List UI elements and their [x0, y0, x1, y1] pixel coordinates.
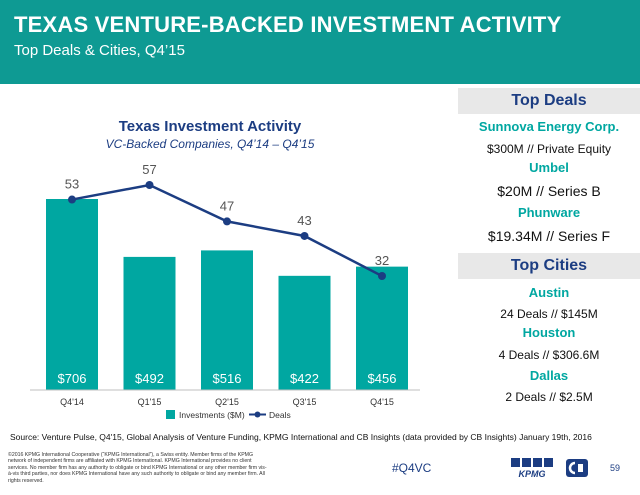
header-banner: TEXAS VENTURE-BACKED INVESTMENT ACTIVITY…	[0, 0, 640, 84]
deal-name: Phunware	[517, 205, 581, 220]
legend-deals-marker	[254, 411, 261, 418]
deal-name: Umbel	[529, 160, 569, 175]
investment-chart: $706 Q4'14 $492 Q1'15 $516 Q2'15 $422 Q3'15 $456…	[30, 162, 420, 420]
kpmg-logo: KPMG	[511, 458, 553, 479]
x-tick-label: Q4'15	[370, 397, 394, 407]
bar-value-label: $492	[135, 371, 164, 386]
investment-bar	[356, 266, 408, 390]
cb-insights-logo	[566, 459, 588, 477]
deals-point	[378, 272, 386, 280]
deal-name: Sunnova Energy Corp.	[478, 119, 620, 134]
deal-detail: $19.34M // Series F	[487, 228, 611, 244]
investment-bar	[123, 256, 176, 390]
deals-value-label: 43	[297, 213, 311, 228]
bar-value-label: $516	[213, 371, 242, 386]
page-subtitle: Top Deals & Cities, Q4’15	[14, 42, 185, 59]
top-cities-heading: Top Cities	[458, 253, 640, 279]
deals-value-label: 47	[220, 198, 234, 213]
city-name: Dallas	[529, 368, 569, 383]
city-detail: 24 Deals // $145M	[500, 307, 598, 321]
page-title: TEXAS VENTURE-BACKED INVESTMENT ACTIVITY	[14, 12, 562, 37]
bar-value-label: $706	[58, 371, 87, 386]
city-detail: 4 Deals // $306.6M	[498, 348, 600, 362]
deals-point	[145, 181, 154, 189]
city-name: Houston	[522, 325, 576, 340]
hashtag-label: #Q4VC	[392, 461, 432, 475]
x-tick-label: Q4'14	[60, 397, 84, 407]
x-tick-label: Q2'15	[215, 397, 239, 407]
deals-value-label: 53	[65, 177, 79, 192]
deals-value-label: 32	[375, 253, 389, 268]
chart-subtitle: VC-Backed Companies, Q4’14 – Q4’15	[105, 137, 315, 151]
chart-title: Texas Investment Activity	[118, 118, 302, 135]
investment-bar	[278, 275, 331, 390]
copyright-notice: ©2016 KPMG International Cooperative (“K…	[8, 452, 267, 484]
city-name: Austin	[528, 285, 570, 300]
x-tick-label: Q1'15	[138, 397, 162, 407]
deal-detail: $300M // Private Equity	[486, 142, 612, 156]
bar-value-label: $422	[290, 371, 319, 386]
deal-detail: $20M // Series B	[497, 183, 601, 199]
investment-bar	[46, 199, 98, 390]
deals-point	[223, 217, 231, 226]
kpmg-logo-text: KPMG	[519, 469, 546, 479]
deals-value-label: 57	[142, 162, 156, 177]
deals-point	[68, 195, 76, 204]
source-note: Source: Venture Pulse, Q4'15, Global Ana…	[10, 432, 592, 442]
page-number: 59	[610, 463, 621, 473]
legend-investments-label: Investments ($M)	[179, 410, 245, 420]
deals-point	[300, 231, 309, 240]
investment-bar	[201, 250, 253, 390]
city-detail: 2 Deals // $2.5M	[505, 390, 593, 404]
legend-deals-label: Deals	[269, 410, 291, 420]
legend-investments-swatch	[166, 410, 175, 419]
bar-value-label: $456	[368, 371, 397, 386]
x-tick-label: Q3'15	[293, 397, 317, 407]
top-deals-heading: Top Deals	[458, 88, 640, 114]
